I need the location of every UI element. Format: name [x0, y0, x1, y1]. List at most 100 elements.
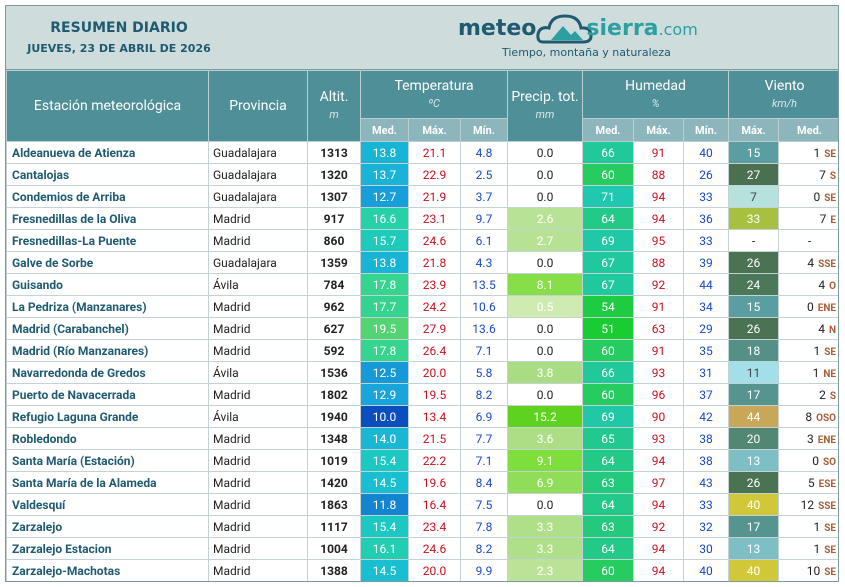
cell-temp-max: 20.0 — [408, 559, 461, 581]
table-row: Guisando Ávila 784 17.8 23.9 13.5 8.1 67 92 44 24 4… — [6, 273, 838, 296]
cell-temp-min: 9.9 — [459, 559, 509, 581]
cell-hum-med: 65 — [582, 427, 635, 450]
title: RESUMEN DIARIO — [50, 20, 188, 36]
cell-station: La Pedriza (Manzanares) — [6, 295, 209, 318]
sub-header[interactable]: Máx. — [633, 118, 685, 142]
cell-province: Madrid — [208, 427, 308, 450]
cell-temp-max: 24.6 — [408, 229, 461, 252]
cell-hum-min: 38 — [683, 449, 730, 472]
col-alt[interactable]: Altit. m — [307, 70, 361, 142]
cell-temp-min: 3.7 — [459, 185, 509, 208]
cell-altitude: 1307 — [307, 185, 361, 208]
cell-wind-med: 5 ESE — [778, 471, 838, 494]
sub-header[interactable]: Máx. — [728, 118, 780, 142]
cell-station: Zarzalejo-Machotas — [6, 559, 209, 581]
cell-temp-med: 10.0 — [360, 405, 409, 428]
report-header: RESUMEN DIARIO JUEVES, 23 DE ABRIL DE 20… — [6, 6, 838, 70]
cell-temp-med: 15.7 — [360, 229, 409, 252]
cell-hum-max: 88 — [633, 163, 685, 186]
wind-speed: 10 — [806, 563, 821, 578]
table-row: Aldeanueva de Atienza Guadalajara 1313 13.8… — [6, 141, 838, 164]
col-alt-unit: m — [329, 108, 339, 121]
sub-header[interactable]: Mín. — [459, 118, 509, 142]
cell-hum-med: 66 — [582, 141, 635, 164]
cell-temp-max: 19.5 — [408, 383, 461, 406]
cell-temp-max: 21.1 — [408, 141, 461, 164]
cell-province: Madrid — [208, 207, 308, 230]
cell-altitude: 1940 — [307, 405, 361, 428]
wind-speed: 8 — [805, 409, 813, 424]
cell-temp-med: 15.4 — [360, 449, 409, 472]
wind-speed: 4 — [818, 321, 825, 336]
cell-hum-max: 91 — [633, 295, 685, 318]
sub-header[interactable]: Mín. — [683, 118, 730, 142]
cell-wind-max: 40 — [728, 493, 780, 516]
table-row: Galve de Sorbe Guadalajara 1359 13.8 21.8 4.3… — [6, 251, 838, 274]
wind-speed: 1 — [813, 519, 821, 534]
cell-temp-min: 6.9 — [459, 405, 509, 428]
cell-province: Ávila — [208, 361, 308, 384]
date: JUEVES, 23 DE ABRIL DE 2026 — [27, 42, 211, 55]
cell-hum-max: 94 — [633, 207, 685, 230]
cell-wind-max: 26 — [728, 471, 780, 494]
cell-precip: 9.1 — [507, 449, 584, 472]
cell-temp-max: 21.9 — [408, 185, 461, 208]
table-row: Zarzalejo Madrid 1117 15.4 23.4 7.8 3.3 63 92 32 1… — [6, 515, 838, 538]
cell-temp-max: 24.2 — [408, 295, 461, 318]
col-station[interactable]: Estación meteorológica — [6, 70, 209, 142]
sub-header[interactable]: Med. — [360, 118, 409, 142]
col-precip[interactable]: Precip. tot. mm — [507, 70, 584, 142]
cell-temp-max: 27.9 — [408, 317, 461, 340]
cell-hum-min: 44 — [683, 273, 730, 296]
cell-precip: 0.0 — [507, 185, 584, 208]
cell-temp-med: 12.7 — [360, 185, 409, 208]
cell-temp-med: 13.7 — [360, 163, 409, 186]
cell-province: Guadalajara — [208, 185, 308, 208]
cell-precip: 6.9 — [507, 471, 584, 494]
col-temp-unit: ºC — [428, 96, 440, 110]
cell-temp-max: 26.4 — [408, 339, 461, 362]
wind-speed: 7 — [819, 211, 827, 226]
cell-altitude: 1536 — [307, 361, 361, 384]
cell-wind-max: 18 — [728, 339, 780, 362]
wind-direction: SE — [824, 346, 837, 358]
cell-temp-min: 2.5 — [459, 163, 509, 186]
cell-hum-max: 94 — [633, 493, 685, 516]
cell-hum-min: 40 — [683, 141, 730, 164]
wind-direction: SSE — [818, 258, 837, 270]
cell-temp-med: 12.5 — [360, 361, 409, 384]
cell-hum-med: 60 — [582, 559, 635, 581]
cell-altitude: 860 — [307, 229, 361, 252]
cell-hum-med: 71 — [582, 185, 635, 208]
cell-temp-med: 17.8 — [360, 339, 409, 362]
data-table: Estación meteorológica Provincia Altit. m… — [6, 70, 838, 581]
cell-wind-med: 1 NE — [778, 361, 838, 384]
cell-wind-max: - — [728, 229, 780, 252]
cell-temp-med: 15.4 — [360, 515, 409, 538]
sub-header[interactable]: Med. — [582, 118, 635, 142]
cell-station: Valdesquí — [6, 493, 209, 516]
cell-temp-med: 14.5 — [360, 559, 409, 581]
cell-temp-med: 17.7 — [360, 295, 409, 318]
cell-temp-max: 20.0 — [408, 361, 461, 384]
cell-precip: 0.5 — [507, 295, 584, 318]
cell-altitude: 962 — [307, 295, 361, 318]
cell-station: Robledondo — [6, 427, 209, 450]
cell-hum-med: 64 — [582, 537, 635, 560]
sub-header[interactable]: Med. — [778, 118, 838, 142]
wind-speed: - — [807, 233, 812, 248]
cell-wind-max: 44 — [728, 405, 780, 428]
cell-hum-max: 93 — [633, 427, 685, 450]
cell-hum-min: 30 — [683, 537, 730, 560]
wind-direction: SO — [822, 456, 837, 468]
cell-precip: 15.2 — [507, 405, 584, 428]
cell-wind-med: 1 SE — [778, 141, 838, 164]
cell-wind-med: 8 OSO — [778, 405, 838, 428]
cell-wind-med: 12 SSE — [778, 493, 838, 516]
cell-wind-med: 0 ENE — [778, 295, 838, 318]
cell-hum-min: 40 — [683, 559, 730, 581]
sub-header[interactable]: Máx. — [408, 118, 461, 142]
cell-altitude: 1004 — [307, 537, 361, 560]
col-province[interactable]: Provincia — [208, 70, 308, 142]
cell-province: Madrid — [208, 471, 308, 494]
